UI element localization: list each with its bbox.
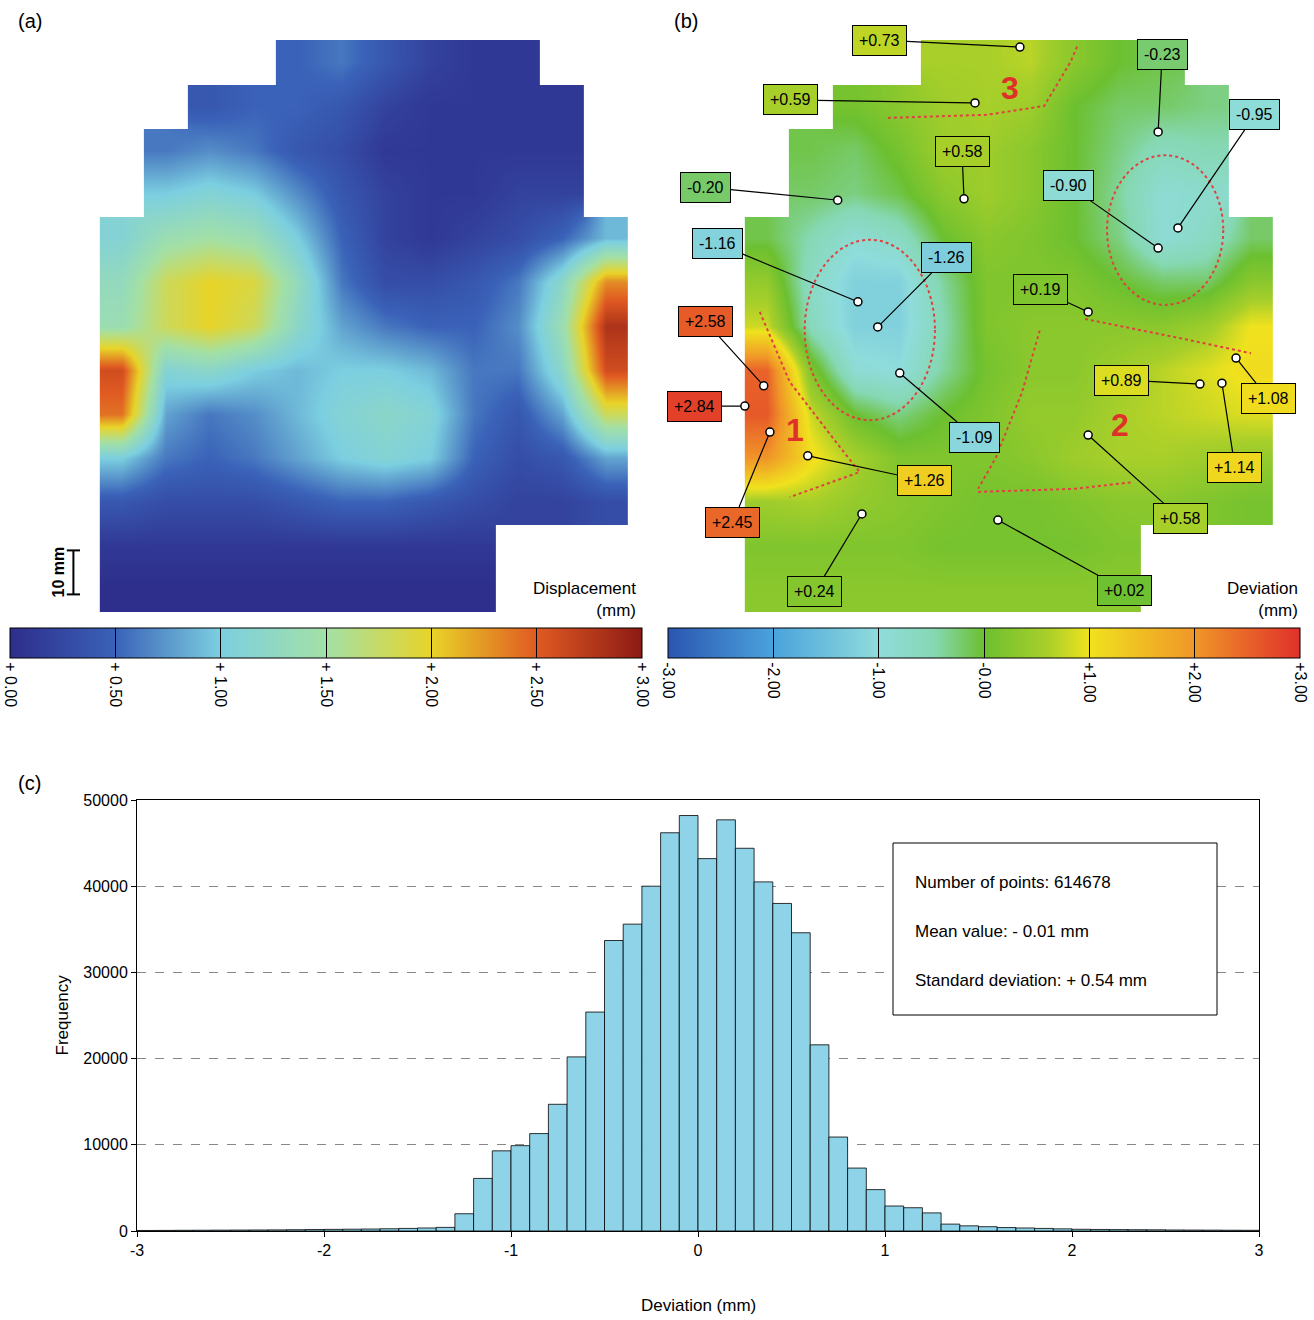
svg-text:2: 2: [1068, 1242, 1077, 1259]
svg-text:+1.14: +1.14: [1214, 459, 1255, 476]
svg-text:-1: -1: [504, 1242, 518, 1259]
svg-text:+0.24: +0.24: [794, 583, 835, 600]
svg-text:Mean value: - 0.01 mm: Mean value: - 0.01 mm: [915, 922, 1089, 941]
svg-text:2: 2: [1111, 407, 1129, 443]
svg-text:+2.84: +2.84: [674, 398, 715, 415]
svg-text:0: 0: [119, 1223, 128, 1240]
svg-text:1: 1: [786, 412, 804, 448]
svg-text:+2.45: +2.45: [712, 514, 753, 531]
svg-text:+ 0.00: + 0.00: [2, 662, 19, 707]
svg-text:+0.58: +0.58: [942, 143, 983, 160]
svg-text:Number of points: 614678: Number of points: 614678: [915, 873, 1111, 892]
svg-text:+ 2.50: + 2.50: [528, 662, 545, 707]
svg-text:-2: -2: [317, 1242, 331, 1259]
svg-text:-0.90: -0.90: [1050, 177, 1087, 194]
svg-text:Deviation (mm): Deviation (mm): [641, 1296, 756, 1315]
svg-text:+ 1.50: + 1.50: [318, 662, 335, 707]
svg-text:+1.00: +1.00: [1081, 662, 1098, 703]
svg-text:+0.19: +0.19: [1020, 281, 1061, 298]
svg-text:+0.73: +0.73: [859, 32, 900, 49]
svg-text:40000: 40000: [83, 878, 128, 895]
svg-text:-1.09: -1.09: [956, 429, 993, 446]
svg-text:20000: 20000: [83, 1050, 128, 1067]
svg-text:Frequency: Frequency: [53, 975, 72, 1056]
svg-text:-2.00: -2.00: [765, 662, 782, 699]
svg-text:1: 1: [881, 1242, 890, 1259]
svg-text:3: 3: [1001, 70, 1019, 106]
svg-text:30000: 30000: [83, 964, 128, 981]
svg-text:(a): (a): [18, 10, 42, 32]
svg-text:Deviation(mm): Deviation(mm): [1227, 579, 1298, 620]
svg-text:-0.23: -0.23: [1144, 46, 1181, 63]
svg-text:+2.00: +2.00: [1186, 662, 1203, 703]
svg-text:50000: 50000: [83, 792, 128, 809]
svg-text:+ 2.00: + 2.00: [423, 662, 440, 707]
svg-text:10000: 10000: [83, 1136, 128, 1153]
svg-text:-0.20: -0.20: [687, 179, 724, 196]
svg-text:-1.16: -1.16: [699, 235, 736, 252]
svg-text:10 mm: 10 mm: [50, 547, 67, 598]
svg-text:3: 3: [1255, 1242, 1264, 1259]
svg-text:-0.00: -0.00: [976, 662, 993, 699]
svg-text:Standard deviation: + 0.54 mm: Standard deviation: + 0.54 mm: [915, 971, 1147, 990]
svg-text:-3: -3: [130, 1242, 144, 1259]
svg-text:-1.00: -1.00: [870, 662, 887, 699]
svg-text:+0.58: +0.58: [1160, 510, 1201, 527]
svg-text:-1.26: -1.26: [928, 249, 965, 266]
svg-text:+1.08: +1.08: [1248, 390, 1289, 407]
svg-text:+3.00: +3.00: [1292, 662, 1309, 703]
svg-text:+0.02: +0.02: [1104, 582, 1145, 599]
svg-text:+0.89: +0.89: [1101, 372, 1142, 389]
svg-text:0: 0: [694, 1242, 703, 1259]
svg-text:+0.59: +0.59: [770, 91, 811, 108]
svg-text:+1.26: +1.26: [904, 472, 945, 489]
svg-text:+ 0.50: + 0.50: [107, 662, 124, 707]
svg-text:Displacement(mm): Displacement(mm): [533, 579, 636, 620]
svg-text:(b): (b): [674, 10, 698, 32]
svg-text:-0.95: -0.95: [1236, 106, 1273, 123]
svg-text:+ 3.00: + 3.00: [634, 662, 651, 707]
svg-text:+ 1.00: + 1.00: [212, 662, 229, 707]
svg-text:-3.00: -3.00: [660, 662, 677, 699]
svg-text:(c): (c): [18, 772, 41, 794]
svg-text:+2.58: +2.58: [685, 313, 726, 330]
